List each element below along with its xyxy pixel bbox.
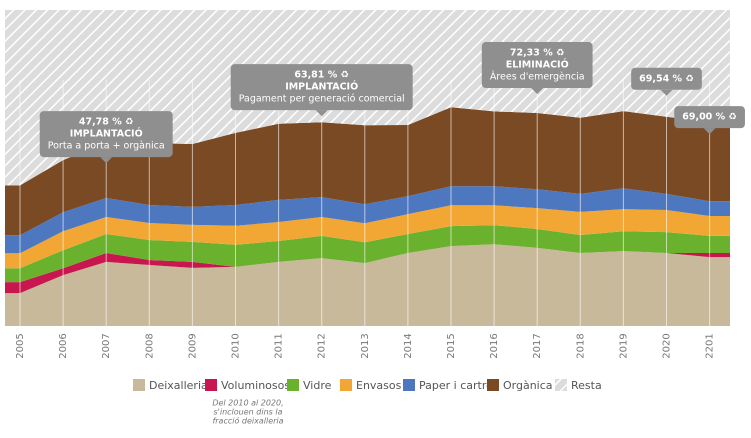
callout-value: 69,00 % ♻ [682,112,737,123]
x-tick-label: 2009 [187,333,198,358]
callout-pointer [531,88,544,95]
legend-swatch [487,379,499,391]
callout: 69,54 % ♻ [631,67,702,96]
callout-pointer [315,110,328,117]
callout-title: IMPLANTACIÓ [285,81,358,93]
callout-pointer [100,157,113,164]
legend-label: Deixalleria [149,379,208,392]
area [5,107,730,236]
x-tick-label: 2006 [58,333,69,358]
footnote: fracció deixalleria [212,416,283,426]
callout-box [631,67,702,90]
legend-swatch [555,379,567,391]
callout-text: Porta a porta + orgànica [48,141,165,152]
legend-label: Voluminosos [221,379,290,392]
callout: 69,00 % ♻ [674,106,745,135]
area [5,186,730,254]
x-tick-label: 2018 [575,333,586,358]
x-tick-label: 2017 [532,333,543,358]
callout-text: Pagament per generació comercial [239,94,405,105]
callout-box [39,111,173,158]
legend-label: Orgànica [503,379,553,392]
callout-box [481,42,593,89]
callout-text: Àrees d'emergència [490,71,585,83]
footnote: Del 2010 al 2020, [212,399,283,408]
x-tick-label: 2019 [618,333,629,358]
area [5,225,730,283]
area [5,244,730,326]
x-tick-label: 2201 [705,333,716,358]
x-tick-label: 2013 [360,333,371,358]
x-tick-label: 2020 [662,333,673,358]
callout-value: 72,33 % ♻ [510,48,565,59]
callout-value: 63,81 % ♻ [294,70,349,81]
callout-pointer [660,89,673,96]
callout-box [230,64,413,111]
x-tick-label: 2014 [403,333,414,358]
callout-value: 69,54 % ♻ [639,73,694,84]
x-tick-label: 2010 [231,333,242,358]
callout-title: ELIMINACIÓ [506,59,569,71]
callout-pointer [703,128,716,135]
legend-label: Vidre [303,379,332,392]
legend-label: Resta [571,379,602,392]
x-tick-label: 2016 [489,333,500,358]
footnote: s'inclouen dins la [214,408,283,417]
x-tick-label: 2012 [317,333,328,358]
x-tick-label: 2015 [446,333,457,358]
x-tick-label: 2008 [144,333,155,358]
x-tick-label: 2005 [15,333,26,358]
legend-swatch [287,379,299,391]
x-tick-label: 2011 [274,333,285,358]
x-tick-label: 2007 [101,333,112,358]
callout-box [674,106,745,129]
legend-swatch [340,379,352,391]
legend-swatch [205,379,217,391]
legend-swatch [133,379,145,391]
legend-swatch [403,379,415,391]
callout-value: 47,78 % ♻ [79,117,134,128]
callout-title: IMPLANTACIÓ [70,128,143,140]
area [5,205,730,269]
legend-label: Envasos [356,379,402,392]
legend-label: Paper i cartró [419,379,493,392]
